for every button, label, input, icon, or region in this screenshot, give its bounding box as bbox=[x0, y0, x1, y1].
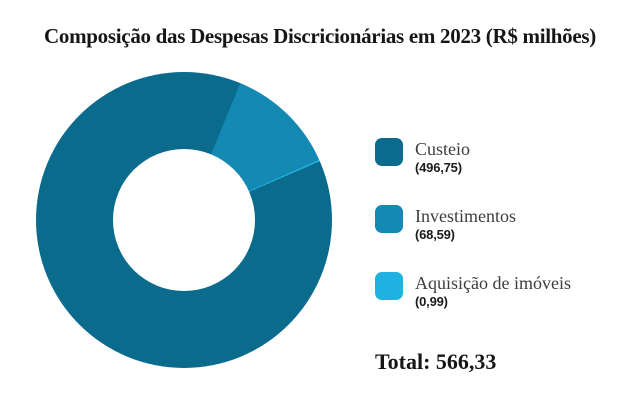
legend-label: Aquisição de imóveis bbox=[415, 273, 571, 293]
legend-swatch-investimentos bbox=[375, 205, 403, 233]
legend-swatch-custeio bbox=[375, 138, 403, 166]
donut-hole bbox=[113, 149, 255, 291]
legend-item-aquisicao-de-imoveis: Aquisição de imóveis (0,99) bbox=[375, 272, 571, 308]
legend-value: (0,99) bbox=[415, 294, 448, 309]
legend-value: (496,75) bbox=[415, 160, 462, 175]
legend: Custeio (496,75) Investimentos (68,59) A… bbox=[375, 138, 571, 339]
legend-texts: Investimentos (68,59) bbox=[415, 205, 516, 241]
legend-label: Investimentos bbox=[415, 206, 516, 226]
legend-value: (68,59) bbox=[415, 227, 455, 242]
legend-swatch-aquisicao bbox=[375, 272, 403, 300]
total-label: Total: 566,33 bbox=[375, 349, 497, 374]
legend-item-custeio: Custeio (496,75) bbox=[375, 138, 571, 174]
donut-chart bbox=[36, 72, 332, 368]
legend-texts: Custeio (496,75) bbox=[415, 138, 470, 174]
legend-label: Custeio bbox=[415, 139, 471, 159]
legend-texts: Aquisição de imóveis (0,99) bbox=[415, 272, 571, 308]
chart-title: Composição das Despesas Discricionárias … bbox=[44, 24, 596, 48]
legend-item-investimentos: Investimentos (68,59) bbox=[375, 205, 571, 241]
